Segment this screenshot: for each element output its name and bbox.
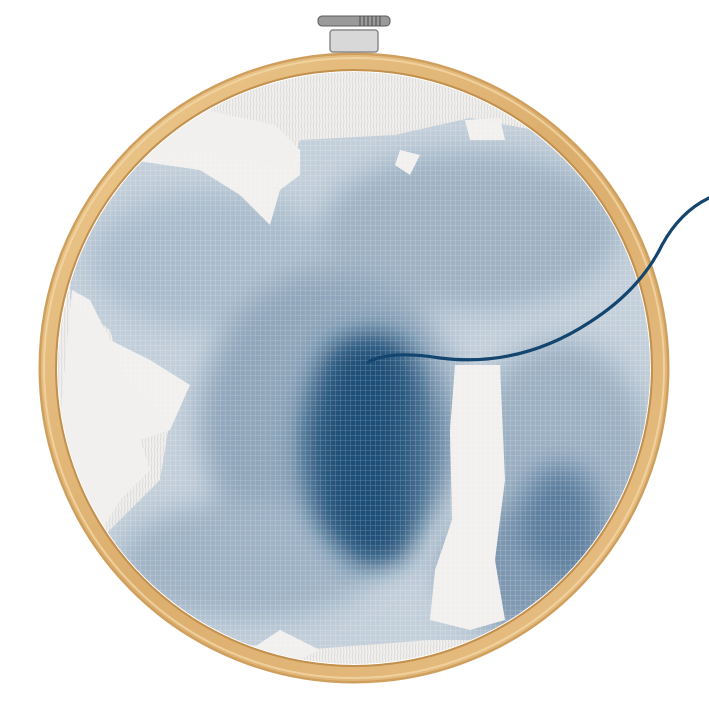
fabric-canvas <box>58 72 650 664</box>
embroidery-hoop <box>38 52 670 684</box>
loose-thread <box>366 196 709 364</box>
hoop-screw-clasp <box>317 15 391 53</box>
stitched-artwork <box>60 110 650 664</box>
